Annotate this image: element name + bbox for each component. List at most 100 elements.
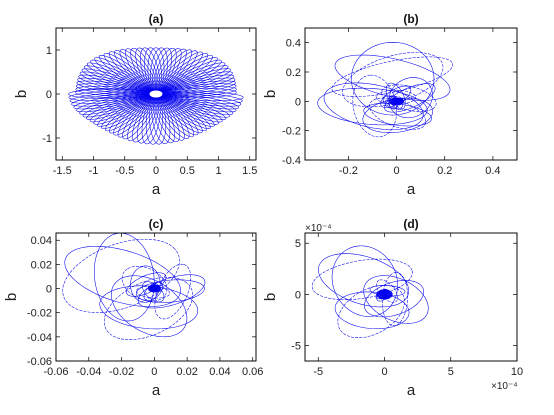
y-tick-label-b: -0.4	[282, 155, 301, 167]
trajectory-segment-c	[135, 279, 205, 303]
trajectory-segment-c	[99, 285, 199, 330]
y-tick-label-c: 0.02	[31, 259, 52, 271]
trajectory-segment-b	[363, 102, 432, 127]
x-tick-label-d: 5	[448, 366, 454, 378]
y-tick-label-c: -0.02	[27, 308, 52, 320]
trajectory-segment-b	[352, 74, 397, 138]
y-tick-label-c: -0.04	[27, 332, 52, 344]
trajectory-segment-b	[362, 97, 433, 133]
y-tick-label-a: 1	[46, 45, 52, 57]
trajectory-segment-c	[103, 276, 194, 340]
trajectory-c	[62, 233, 206, 340]
x-tick-label-c: 0.04	[209, 366, 230, 378]
x-tick-label-d: 10	[511, 366, 523, 378]
x-axis-label-b: a	[407, 181, 416, 198]
x-tick-label-a: 1.5	[242, 165, 257, 177]
center-hole-a	[148, 89, 164, 99]
axes-frame-c	[55, 232, 257, 362]
trajectory-segment-b	[334, 54, 451, 101]
x-multiplier-d: ×10⁻⁴	[491, 381, 518, 392]
subplot-c: -0.06 -0.04 -0.02 0 0.02 0.04 0.06 -0.06 -0.04 -0…	[3, 217, 263, 399]
axes-frame-d	[304, 232, 518, 362]
trajectory-segment-d	[363, 275, 429, 324]
subplot-title-d: (d)	[403, 217, 418, 231]
y-tick-label-c: 0	[46, 284, 52, 296]
x-tick-label-a: 0	[153, 165, 159, 177]
trajectory-segment-d	[364, 280, 424, 318]
trajectory-segment-d	[311, 258, 413, 300]
subplot-a: -1.5 -1 -0.5 0 0.5 1 1.5 -1 0 1 (a) a b	[13, 12, 257, 198]
x-axis-label-c: a	[152, 382, 161, 399]
x-tick-label-c: 0.06	[242, 366, 263, 378]
fixed-point-c	[152, 286, 157, 291]
x-tick-label-b: 0	[393, 165, 399, 177]
y-axis-label-b: b	[262, 90, 279, 98]
trajectory-segment-b	[391, 98, 402, 105]
trajectory-segment-c	[64, 246, 181, 307]
trajectory-segment-d	[369, 285, 406, 297]
trajectory-a	[68, 47, 244, 145]
x-axis-label-d: a	[407, 382, 416, 399]
y-axis-label-c: b	[3, 293, 20, 301]
subplot-title-a: (a)	[149, 12, 164, 26]
y-axis-label-a: b	[13, 90, 30, 98]
subplot-b: -0.2 0 0.2 0.4 -0.4 -0.2 0 0.2 0.4 (b) a b	[262, 12, 518, 198]
x-tick-label-a: -1.5	[53, 165, 72, 177]
y-tick-label-a: -1	[42, 133, 52, 145]
x-tick-label-a: 0.5	[180, 165, 195, 177]
trajectory-b	[317, 42, 453, 138]
y-tick-label-b: -0.2	[282, 126, 301, 138]
fixed-point-b	[394, 99, 399, 104]
y-axis-label-d: b	[262, 293, 279, 301]
y-tick-label-d: 5	[295, 238, 301, 250]
trajectory-segment-c	[62, 238, 180, 313]
trajectory-segment-d	[331, 245, 398, 317]
fixed-point-d	[382, 292, 387, 297]
trajectory-segment-b	[380, 85, 412, 108]
trajectory-segment-c	[111, 275, 188, 338]
trajectory-segment-c	[126, 272, 167, 297]
x-tick-label-c: -0.04	[76, 366, 101, 378]
x-tick-label-c: -0.06	[43, 366, 68, 378]
x-tick-label-c: 0.02	[176, 366, 197, 378]
x-tick-label-c: -0.02	[109, 366, 134, 378]
axes-frame-b	[304, 27, 518, 161]
x-tick-label-b: 0.4	[485, 165, 500, 177]
x-axis-label-a: a	[152, 181, 161, 198]
trajectory-segment-b	[375, 89, 416, 105]
plot-area-d	[304, 232, 518, 362]
y-tick-label-b: 0.4	[286, 38, 301, 50]
trajectory-segment-d	[318, 253, 409, 308]
x-tick-label-d: 0	[381, 366, 387, 378]
trajectory-segment-b	[381, 84, 437, 112]
x-tick-label-b: -0.2	[339, 165, 358, 177]
trajectory-segment-b	[342, 52, 444, 108]
x-tick-label-a: -0.5	[115, 165, 134, 177]
y-tick-label-d: 0	[295, 289, 301, 301]
trajectory-segment-c	[142, 281, 165, 303]
y-tick-label-c: -0.06	[27, 356, 52, 368]
trajectory-segment-b	[384, 83, 436, 113]
trajectory-segment-d	[334, 291, 410, 330]
trajectory-segment-d	[379, 291, 390, 298]
trajectory-segment-d	[337, 285, 405, 338]
y-tick-label-a: 0	[46, 89, 52, 101]
trajectory-segment-c	[121, 265, 168, 302]
y-tick-label-d: -5	[291, 341, 301, 353]
x-tick-label-a: -1	[89, 165, 99, 177]
y-tick-label-b: 0.2	[286, 67, 301, 79]
trajectory-segment-b	[384, 96, 403, 109]
trajectory-segment-b	[331, 56, 453, 97]
trajectory-segment-b	[351, 42, 435, 116]
trajectory-segment-d	[376, 279, 398, 303]
x-tick-label-d: -5	[313, 366, 323, 378]
plot-area-c	[55, 232, 257, 362]
y-tick-label-b: 0	[295, 96, 301, 108]
subplot-title-c: (c)	[149, 217, 164, 231]
trajectory-segment-b	[317, 87, 428, 126]
trajectory-d	[311, 245, 429, 338]
y-tick-label-c: 0.04	[31, 235, 52, 247]
plot-area-b	[304, 27, 518, 161]
y-multiplier-d: ×10⁻⁴	[305, 223, 332, 234]
